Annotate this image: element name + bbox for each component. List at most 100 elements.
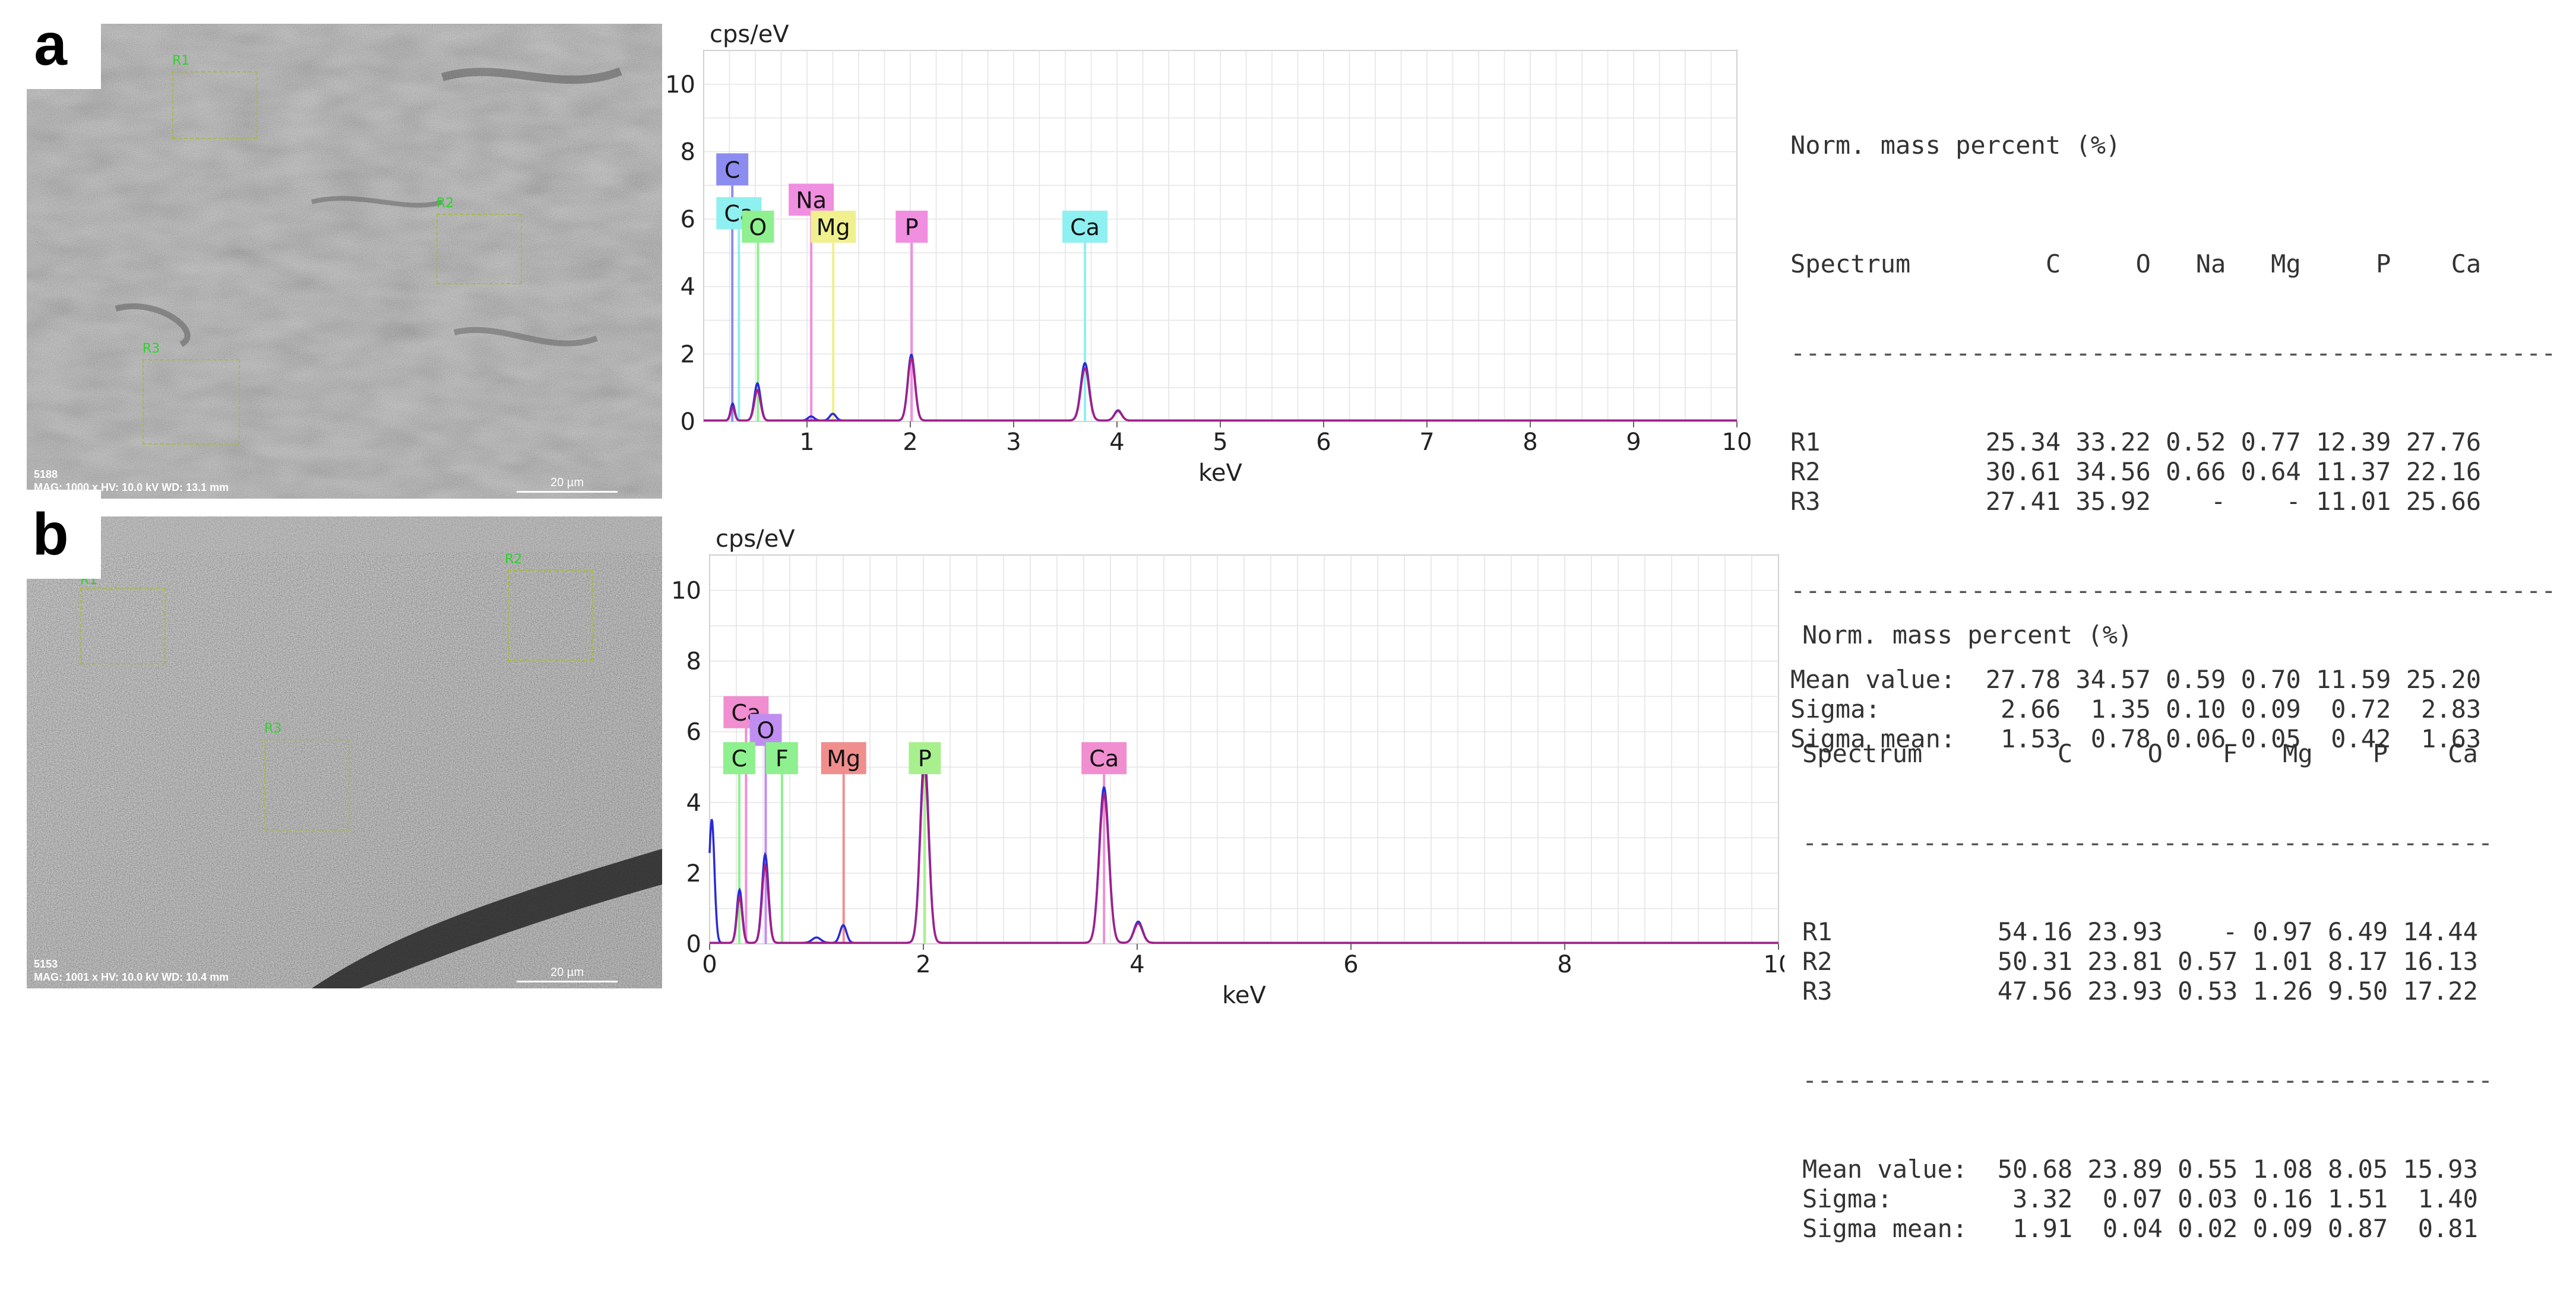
table-row: R3 27.41 35.92 - - 11.01 25.66 bbox=[1790, 487, 2482, 516]
y-axis-label: cps/eV bbox=[716, 525, 795, 553]
table-body: R1 25.34 33.22 0.52 0.77 12.39 27.76 R2 3… bbox=[1790, 427, 2556, 516]
x-tick-label: 6 bbox=[1343, 951, 1358, 978]
roi-box bbox=[143, 359, 240, 445]
table-row: R2 30.61 34.56 0.66 0.64 11.37 22.16 bbox=[1790, 457, 2482, 486]
table-row: R2 50.31 23.81 0.57 1.01 8.17 16.13 bbox=[1802, 947, 2478, 976]
element-label-box bbox=[765, 742, 798, 775]
y-tick-label: 8 bbox=[686, 648, 701, 676]
x-tick-label: 5 bbox=[1213, 429, 1227, 456]
y-tick-label: 6 bbox=[686, 719, 701, 746]
x-tick-label: 3 bbox=[1006, 429, 1021, 456]
element-label: P bbox=[909, 742, 941, 775]
table-stats: Mean value: 50.68 23.89 0.55 1.08 8.05 1… bbox=[1802, 1155, 2493, 1244]
x-tick-label: 8 bbox=[1557, 951, 1572, 978]
spectrum-series bbox=[710, 765, 1778, 944]
x-axis-label: keV bbox=[1222, 982, 1266, 1003]
table-separator: ----------------------------------------… bbox=[1790, 576, 2556, 605]
table-separator: ----------------------------------------… bbox=[1802, 1066, 2493, 1095]
panel-b: R1 R2 R3 5153 MAG: 1001 x HV: 10.0 kV WD… bbox=[0, 490, 2576, 1243]
element-label: O bbox=[749, 714, 782, 746]
element-label: P bbox=[895, 210, 928, 243]
panel-a: R1 R2 R3 5188 MAG: 1000 x HV: 10.0 kV WD… bbox=[0, 0, 2576, 753]
element-label: Na bbox=[789, 183, 834, 216]
y-tick-label: 2 bbox=[686, 860, 701, 887]
element-label: C bbox=[723, 742, 755, 775]
y-tick-label: 10 bbox=[671, 578, 701, 605]
sem-texture bbox=[27, 516, 662, 988]
roi-label: R2 bbox=[436, 196, 454, 211]
table-row: R3 47.56 23.93 0.53 1.26 9.50 17.22 bbox=[1802, 977, 2478, 1006]
x-tick-label: 1 bbox=[799, 429, 814, 456]
element-label: C bbox=[716, 153, 749, 186]
element-label: Ca bbox=[1081, 742, 1127, 775]
table-stats: Mean value: 27.78 34.57 0.59 0.70 11.59 … bbox=[1790, 665, 2556, 754]
element-label-text: C bbox=[724, 157, 740, 183]
element-label-text: Mg bbox=[827, 746, 860, 772]
x-tick-label: 0 bbox=[702, 951, 717, 978]
y-tick-label: 0 bbox=[686, 931, 701, 958]
x-tick-label: 10 bbox=[1722, 429, 1752, 456]
roi-box bbox=[436, 214, 522, 284]
table-title: Norm. mass percent (%) bbox=[1790, 131, 2121, 160]
y-tick-label: 4 bbox=[681, 274, 695, 301]
sem-parameters: MAG: 1001 x HV: 10.0 kV WD: 10.4 mm bbox=[34, 971, 229, 983]
scale-bar: 20 µm bbox=[517, 476, 618, 493]
scale-bar: 20 µm bbox=[517, 966, 618, 982]
roi-label: R3 bbox=[264, 721, 282, 736]
x-tick-label: 9 bbox=[1626, 429, 1641, 456]
sem-micrograph: R1 R2 R3 5188 MAG: 1000 x HV: 10.0 kV WD… bbox=[27, 24, 662, 499]
y-tick-label: 4 bbox=[686, 790, 701, 817]
grid bbox=[709, 554, 1779, 944]
mass-percent-table: Norm. mass percent (%) Spectrum C O Na M… bbox=[1790, 71, 2556, 813]
x-tick-label: 4 bbox=[1129, 951, 1144, 978]
element-label-box bbox=[895, 210, 928, 243]
x-tick-label: 4 bbox=[1109, 429, 1124, 456]
element-label-box bbox=[1081, 742, 1127, 775]
sem-image-id: 5153 bbox=[34, 958, 58, 970]
element-label-box bbox=[723, 742, 755, 775]
element-label-text: Ca bbox=[1089, 746, 1119, 772]
roi-box bbox=[172, 71, 258, 139]
element-label-box bbox=[789, 183, 834, 216]
element-label: Mg bbox=[821, 742, 866, 775]
table-row: R1 25.34 33.22 0.52 0.77 12.39 27.76 bbox=[1790, 427, 2482, 456]
element-label: Ca bbox=[1062, 210, 1108, 243]
element-label-text: Ca bbox=[1070, 214, 1100, 240]
eds-spectrum-chart: 1 2 3 4 5 6 7 8 9 10 0 2 4 6 8 10 cps/eV keV C Ca O Na Mg P Ca bbox=[656, 18, 1784, 499]
roi-label: R1 bbox=[172, 53, 190, 68]
element-label-text: O bbox=[757, 718, 775, 744]
x-tick-label: 8 bbox=[1523, 429, 1537, 456]
y-tick-label: 0 bbox=[681, 408, 695, 436]
element-label-box bbox=[821, 742, 866, 775]
element-label-box bbox=[811, 210, 856, 243]
x-tick-label: 10 bbox=[1764, 951, 1784, 978]
table-separator: ----------------------------------------… bbox=[1802, 828, 2493, 857]
table-stats-row: Mean value: 27.78 34.57 0.59 0.70 11.59 … bbox=[1790, 665, 2482, 694]
table-title: Norm. mass percent (%) bbox=[1802, 620, 2133, 649]
element-label-text: O bbox=[749, 214, 767, 240]
sem-image-id: 5188 bbox=[34, 468, 58, 480]
element-label-text: P bbox=[905, 214, 919, 240]
x-axis-label: keV bbox=[1198, 459, 1242, 487]
table-stats-row: Sigma: 2.66 1.35 0.10 0.09 0.72 2.83 bbox=[1790, 695, 2482, 724]
y-tick-label: 8 bbox=[681, 138, 695, 166]
sem-micrograph: R1 R2 R3 5153 MAG: 1001 x HV: 10.0 kV WD… bbox=[27, 516, 662, 988]
mass-percent-table: Norm. mass percent (%) Spectrum C O F Mg… bbox=[1802, 561, 2493, 1303]
table-header: Spectrum C O Na Mg P Ca bbox=[1790, 249, 2482, 278]
table-stats-row: Mean value: 50.68 23.89 0.55 1.08 8.05 1… bbox=[1802, 1155, 2478, 1184]
panel-letter: b bbox=[0, 490, 101, 579]
x-tick-label: 2 bbox=[903, 429, 917, 456]
spectrum-series bbox=[704, 357, 1737, 422]
element-label-box bbox=[716, 153, 749, 186]
table-stats-row: Sigma: 3.32 0.07 0.03 0.16 1.51 1.40 bbox=[1802, 1184, 2478, 1213]
x-tick-label: 7 bbox=[1419, 429, 1434, 456]
element-label-box bbox=[742, 210, 774, 243]
element-label-text: Na bbox=[796, 187, 827, 213]
element-label-text: Mg bbox=[817, 214, 850, 240]
element-label-box bbox=[1062, 210, 1108, 243]
element-label-box bbox=[749, 714, 782, 746]
table-body: R1 54.16 23.93 - 0.97 6.49 14.44 R2 50.31… bbox=[1802, 917, 2493, 1006]
